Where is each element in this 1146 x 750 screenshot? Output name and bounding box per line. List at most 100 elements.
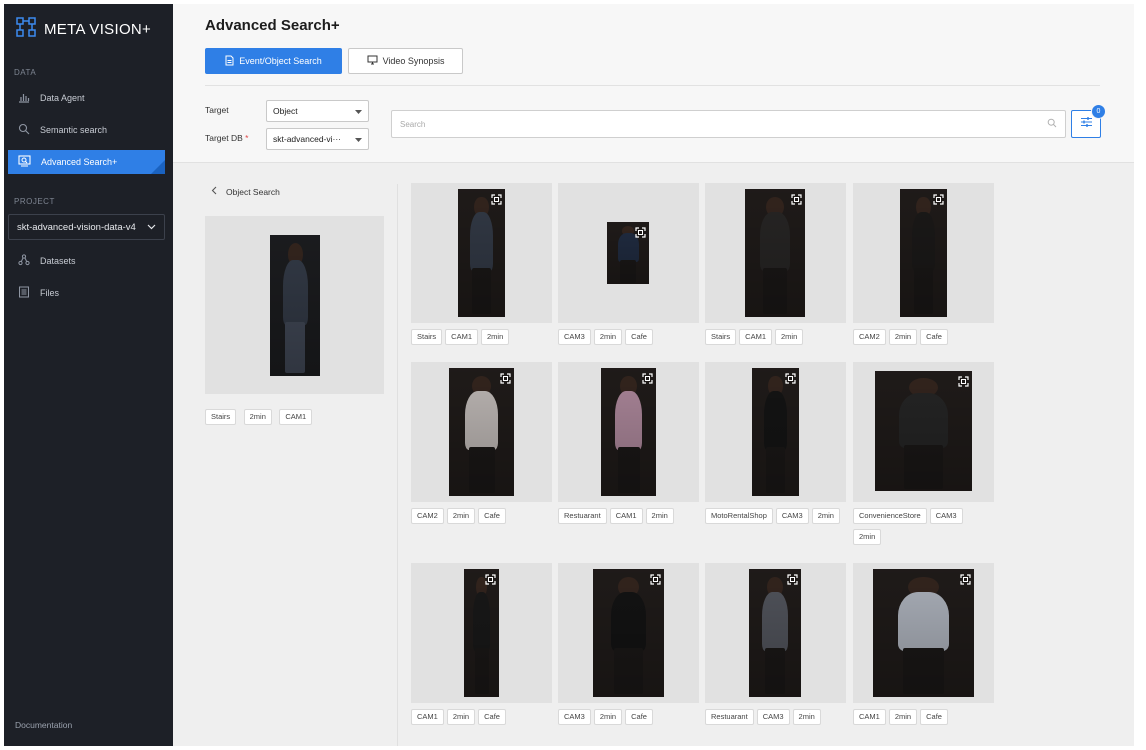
- tag: Stairs: [705, 329, 737, 345]
- tag: 2min: [593, 709, 623, 725]
- result-tags: Stairs CAM1 2min: [411, 329, 552, 350]
- tag: Restuarant: [705, 709, 754, 725]
- sidebar-item-advanced-search[interactable]: Advanced Search+: [8, 150, 165, 174]
- result-tags: ConvenienceStore CAM3 2min: [853, 508, 994, 550]
- expand-icon[interactable]: [933, 192, 944, 205]
- result-person-image: [607, 222, 649, 284]
- network-logo-icon: [16, 17, 36, 42]
- sidebar: META VISION+ DATA Data Agent Semantic se…: [4, 4, 173, 746]
- project-select[interactable]: skt-advanced-vision-data-v4: [8, 214, 165, 240]
- result-tags: Stairs CAM1 2min: [705, 329, 846, 350]
- result-person-image: [601, 368, 656, 496]
- image-search-icon: [18, 155, 31, 169]
- result-person-image: [900, 189, 947, 317]
- back-label: Object Search: [226, 186, 280, 197]
- tag: Cafe: [478, 508, 506, 524]
- document-icon: [225, 55, 234, 68]
- target-db-select[interactable]: skt-advanced-vi···: [266, 128, 369, 150]
- result-thumbnail[interactable]: [705, 563, 846, 703]
- filter-button[interactable]: [1071, 110, 1101, 138]
- tag: Cafe: [920, 709, 948, 725]
- expand-icon[interactable]: [491, 192, 502, 205]
- result-thumbnail[interactable]: [411, 563, 552, 703]
- result-thumbnail[interactable]: [558, 362, 699, 502]
- expand-icon[interactable]: [485, 572, 496, 585]
- result-item[interactable]: CAM2 2min Cafe: [853, 183, 994, 350]
- result-item[interactable]: CAM1 2min Cafe: [411, 563, 552, 730]
- result-item[interactable]: Stairs CAM1 2min: [705, 183, 846, 350]
- expand-icon[interactable]: [785, 371, 796, 384]
- tag: Cafe: [625, 329, 653, 345]
- search-icon: [18, 123, 30, 137]
- tag: CAM1: [609, 508, 643, 524]
- back-to-object-search[interactable]: Object Search: [211, 186, 280, 197]
- result-thumbnail[interactable]: [411, 362, 552, 502]
- result-thumbnail[interactable]: [853, 362, 994, 502]
- search-input[interactable]: [400, 119, 1000, 129]
- files-icon: [18, 286, 30, 300]
- result-thumbnail[interactable]: [558, 183, 699, 323]
- expand-icon[interactable]: [960, 572, 971, 585]
- project-section-label: PROJECT: [14, 197, 55, 206]
- tab-event-object-search[interactable]: Event/Object Search: [205, 48, 342, 74]
- tag: CAM2: [853, 329, 886, 345]
- monitor-icon: [367, 55, 378, 67]
- result-item[interactable]: CAM3 2min Cafe: [558, 563, 699, 730]
- expand-icon[interactable]: [635, 225, 646, 238]
- search-icon[interactable]: [1047, 115, 1057, 133]
- result-item[interactable]: Stairs CAM1 2min: [411, 183, 552, 350]
- result-thumbnail[interactable]: [853, 563, 994, 703]
- tag: 2min: [593, 329, 623, 345]
- query-image-card[interactable]: [205, 216, 384, 394]
- result-item[interactable]: ConvenienceStore CAM3 2min: [853, 362, 994, 550]
- search-header: Advanced Search+ Event/Object Search Vid…: [173, 4, 1134, 163]
- sidebar-item-files[interactable]: Files: [8, 281, 165, 305]
- documentation-link[interactable]: Documentation: [15, 720, 73, 730]
- expand-icon[interactable]: [650, 572, 661, 585]
- expand-icon[interactable]: [958, 374, 969, 387]
- result-person-image: [458, 189, 505, 317]
- result-tags: CAM3 2min Cafe: [558, 329, 699, 350]
- result-person-image: [593, 569, 664, 697]
- sidebar-item-semantic-search[interactable]: Semantic search: [8, 118, 165, 142]
- sidebar-item-label: Files: [40, 288, 60, 298]
- result-item[interactable]: MotoRentalShop CAM3 2min: [705, 362, 846, 529]
- result-thumbnail[interactable]: [705, 183, 846, 323]
- expand-icon[interactable]: [642, 371, 653, 384]
- sidebar-item-label: Datasets: [40, 256, 76, 266]
- chevron-left-icon: [211, 186, 217, 197]
- target-select[interactable]: Object: [266, 100, 369, 122]
- expand-icon[interactable]: [500, 371, 511, 384]
- tag: CAM3: [558, 329, 591, 345]
- tag: CAM3: [929, 508, 963, 524]
- result-thumbnail[interactable]: [558, 563, 699, 703]
- tag: 2min: [853, 529, 882, 545]
- result-item[interactable]: CAM1 2min Cafe: [853, 563, 994, 730]
- expand-icon[interactable]: [787, 572, 798, 585]
- bar-chart-icon: [18, 91, 30, 105]
- sidebar-item-data-agent[interactable]: Data Agent: [8, 86, 165, 110]
- result-item[interactable]: CAM2 2min Cafe: [411, 362, 552, 529]
- result-item[interactable]: CAM3 2min Cafe: [558, 183, 699, 350]
- tag: 2min: [888, 329, 918, 345]
- tag: CAM1: [411, 709, 444, 725]
- expand-icon[interactable]: [791, 192, 802, 205]
- result-thumbnail[interactable]: [411, 183, 552, 323]
- result-thumbnail[interactable]: [705, 362, 846, 502]
- filter-count-badge: 0: [1091, 104, 1106, 119]
- tab-video-synopsis[interactable]: Video Synopsis: [348, 48, 463, 74]
- sidebar-item-label: Advanced Search+: [41, 157, 118, 167]
- result-tags: Restuarant CAM1 2min: [558, 508, 699, 529]
- brand[interactable]: META VISION+: [16, 17, 151, 42]
- tab-label: Video Synopsis: [382, 56, 445, 66]
- header-divider: [205, 85, 1100, 86]
- page-title: Advanced Search+: [205, 17, 340, 34]
- datasets-icon: [18, 254, 30, 268]
- brand-name: META VISION+: [44, 21, 152, 38]
- result-thumbnail[interactable]: [853, 183, 994, 323]
- result-item[interactable]: Restuarant CAM3 2min: [705, 563, 846, 730]
- tag: 2min: [792, 709, 821, 725]
- tag: CAM1: [739, 329, 773, 345]
- result-item[interactable]: Restuarant CAM1 2min: [558, 362, 699, 529]
- sidebar-item-datasets[interactable]: Datasets: [8, 249, 165, 273]
